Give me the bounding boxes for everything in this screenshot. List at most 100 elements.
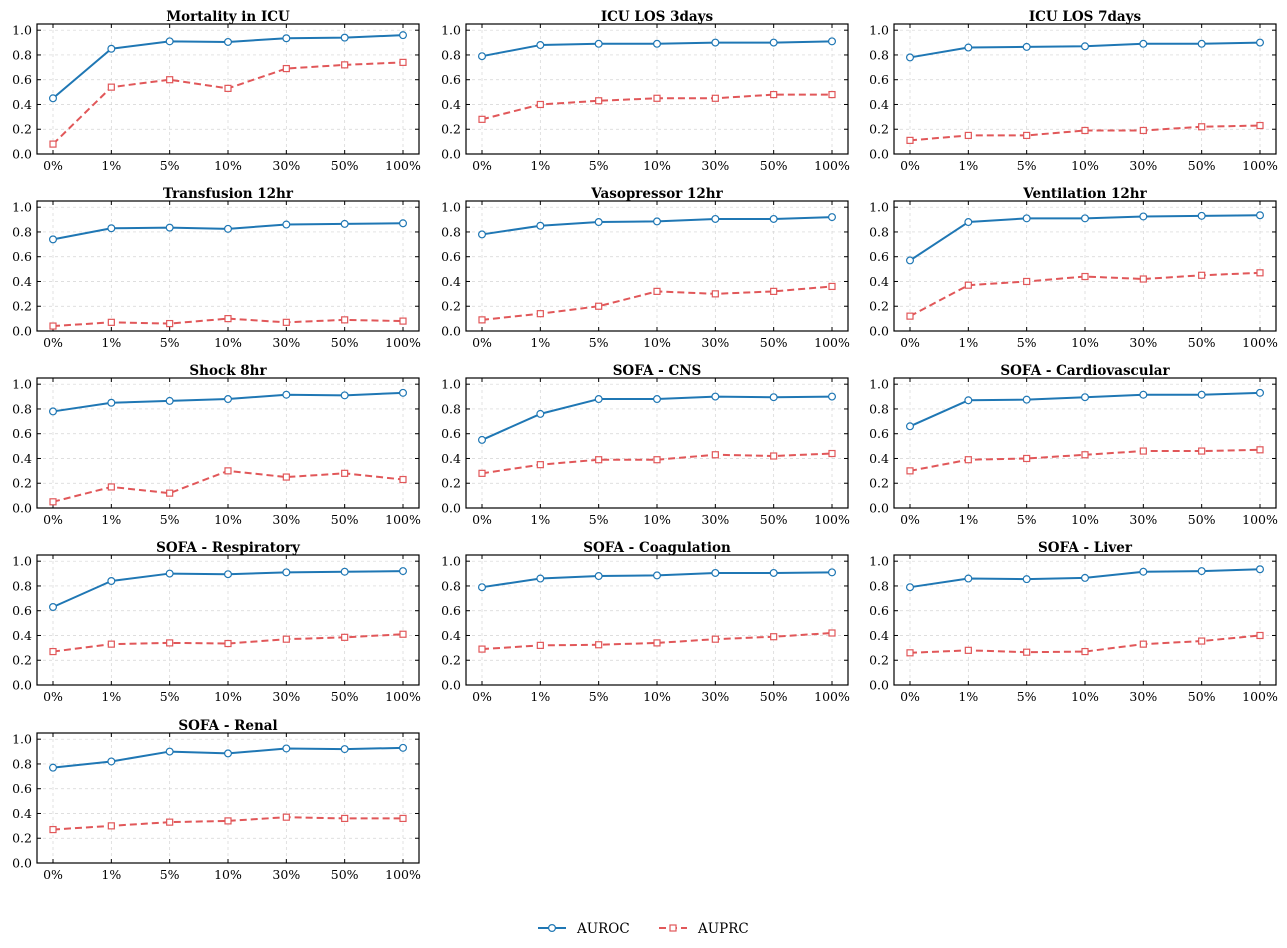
- x-tick-label: 0%: [900, 158, 920, 173]
- x-tick-label: 100%: [385, 335, 421, 350]
- x-tick-label: 1%: [530, 512, 550, 527]
- data-point-auprc: [1256, 631, 1264, 640]
- x-tick-label: 50%: [760, 512, 788, 527]
- data-point-auroc: [1139, 212, 1148, 221]
- data-point-auprc: [1256, 121, 1264, 130]
- panel-sofa-respiratory: 0.0 0.2 0.4 0.6 0.8 1.0 0% 1% 5% 10% 30% 50% 100% SOF…: [12, 540, 421, 704]
- data-point-auprc: [282, 64, 290, 73]
- x-tick-label: 5%: [160, 867, 180, 882]
- panel-icu-los-3days: 0.0 0.2 0.4 0.6 0.8 1.0 0% 1% 5% 10% 30% 50% 100% ICU…: [441, 9, 850, 173]
- data-point-auprc: [1023, 454, 1031, 463]
- legend-label-auprc: AUPRC: [697, 921, 749, 937]
- y-tick-label: 0.6: [12, 781, 32, 796]
- data-point-auroc: [1197, 390, 1206, 399]
- data-point-auroc: [165, 747, 174, 756]
- y-tick-label: 0.8: [869, 401, 889, 416]
- panel-sofa-cardiovascular: 0.0 0.2 0.4 0.6 0.8 1.0 0% 1% 5% 10% 30% 50% 100% SOF…: [869, 363, 1278, 527]
- x-tick-label: 100%: [814, 689, 850, 704]
- x-tick-label: 5%: [589, 689, 609, 704]
- x-tick-label: 1%: [958, 335, 978, 350]
- data-point-auprc: [595, 97, 603, 105]
- data-point-auroc: [594, 218, 603, 227]
- x-tick-label: 100%: [814, 158, 850, 173]
- x-tick-label: 10%: [643, 158, 671, 173]
- x-tick-label: 0%: [43, 335, 63, 350]
- data-point-auprc: [478, 316, 486, 324]
- y-tick-label: 1.0: [12, 23, 32, 38]
- data-point-auprc: [166, 818, 174, 826]
- y-tick-label: 0.8: [12, 401, 32, 416]
- data-point-auprc: [107, 83, 115, 91]
- x-tick-label: 1%: [101, 512, 121, 527]
- x-tick-label: 0%: [43, 867, 63, 882]
- data-point-auprc: [224, 817, 232, 825]
- legend: AUROC AUPRC: [538, 921, 749, 937]
- data-point-auprc: [770, 452, 778, 460]
- y-tick-label: 0.2: [441, 476, 461, 491]
- x-tick-label: 1%: [958, 689, 978, 704]
- x-tick-label: 50%: [760, 335, 788, 350]
- y-tick-label: 0.8: [12, 47, 32, 62]
- x-tick-label: 0%: [472, 512, 492, 527]
- data-point-auprc: [1139, 126, 1147, 135]
- data-point-auprc: [653, 287, 661, 295]
- data-point-auroc: [1022, 214, 1031, 223]
- x-tick-label: 50%: [331, 158, 359, 173]
- data-point-auprc: [1198, 447, 1206, 455]
- x-tick-label: 100%: [1242, 158, 1278, 173]
- data-point-auprc: [341, 469, 349, 477]
- x-tick-label: 10%: [643, 689, 671, 704]
- y-tick-label: 0.8: [869, 47, 889, 62]
- data-point-auprc: [1081, 451, 1089, 459]
- data-point-auroc: [1255, 388, 1264, 397]
- data-point-auroc: [165, 37, 174, 46]
- y-tick-label: 0.2: [12, 831, 32, 846]
- y-tick-label: 0.2: [441, 122, 461, 137]
- data-point-auroc: [224, 570, 233, 579]
- data-point-auprc: [224, 467, 232, 475]
- data-point-auprc: [653, 94, 661, 102]
- data-point-auroc: [399, 743, 408, 752]
- x-tick-label: 30%: [701, 689, 729, 704]
- x-tick-label: 5%: [1017, 689, 1037, 704]
- y-tick-label: 0.6: [869, 249, 889, 264]
- data-point-auroc: [652, 39, 661, 48]
- data-point-auroc: [536, 221, 545, 230]
- panel-title: Mortality in ICU: [166, 9, 290, 25]
- data-point-auroc: [652, 571, 661, 580]
- x-tick-label: 10%: [643, 512, 671, 527]
- data-point-auprc: [478, 645, 486, 653]
- data-point-auprc: [1139, 275, 1147, 283]
- panel-title: Vasopressor 12hr: [590, 186, 723, 202]
- y-tick-label: 0.4: [12, 274, 32, 289]
- data-point-auroc: [1080, 393, 1089, 402]
- data-point-auprc: [282, 318, 290, 326]
- data-point-auprc: [1198, 637, 1206, 645]
- data-point-auprc: [1023, 277, 1031, 286]
- data-point-auroc: [48, 235, 57, 244]
- x-tick-label: 50%: [331, 689, 359, 704]
- data-point-auprc: [107, 640, 115, 648]
- data-point-auprc: [595, 456, 603, 464]
- data-point-auroc: [964, 574, 973, 583]
- data-point-auroc: [1197, 567, 1206, 576]
- y-tick-label: 0.6: [869, 72, 889, 87]
- data-point-auprc: [49, 322, 57, 330]
- data-point-auroc: [964, 218, 973, 227]
- x-tick-label: 100%: [1242, 512, 1278, 527]
- data-point-auprc: [224, 315, 232, 323]
- y-tick-label: 0.4: [12, 97, 32, 112]
- y-tick-label: 0.8: [12, 224, 32, 239]
- data-point-auprc: [341, 316, 349, 324]
- data-point-auroc: [964, 43, 973, 52]
- data-point-auroc: [478, 230, 487, 239]
- data-point-auprc: [341, 814, 349, 823]
- x-tick-label: 100%: [1242, 689, 1278, 704]
- data-point-auprc: [1081, 126, 1089, 135]
- panel-icu-los-7days: 0.0 0.2 0.4 0.6 0.8 1.0 0% 1% 5% 10% 30% 50% 100% ICU…: [869, 9, 1278, 173]
- data-point-auroc: [1080, 42, 1089, 51]
- x-tick-label: 100%: [814, 512, 850, 527]
- x-tick-label: 1%: [958, 512, 978, 527]
- x-tick-label: 10%: [1071, 335, 1099, 350]
